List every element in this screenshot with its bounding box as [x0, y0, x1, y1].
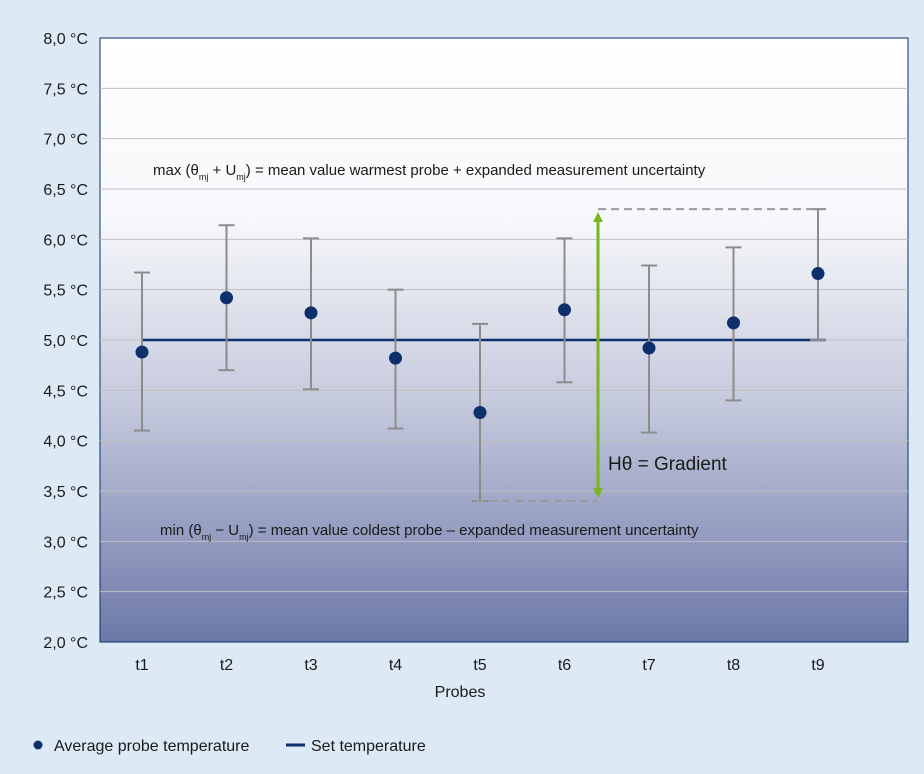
- x-tick-label: t1: [135, 657, 148, 674]
- y-tick-label: 5,0 °C: [43, 333, 88, 350]
- y-tick-labels: 2,0 °C 2,5 °C 3,0 °C 3,5 °C 4,0 °C 4,5 °C 5,0 …: [43, 31, 88, 652]
- y-tick-label: 7,0 °C: [43, 132, 88, 149]
- legend-marker-average: [33, 740, 43, 750]
- min-annotation: min (θmj − Umj) = mean value coldest pro…: [160, 522, 699, 542]
- data-points: [135, 267, 825, 419]
- y-tick-label: 7,5 °C: [43, 81, 88, 98]
- y-tick-label: 2,0 °C: [43, 635, 88, 652]
- y-tick-label: 6,0 °C: [43, 232, 88, 249]
- data-point: [811, 267, 825, 281]
- data-point: [304, 306, 318, 320]
- legend-label-average: Average probe temperature: [54, 738, 249, 755]
- gradient-label: Hθ = Gradient: [608, 454, 728, 475]
- x-tick-label: t2: [220, 657, 233, 674]
- x-tick-label: t9: [811, 657, 824, 674]
- y-tick-label: 5,5 °C: [43, 283, 88, 300]
- annotations: max (θmj + Umj) = mean value warmest pro…: [153, 162, 822, 542]
- x-tick-labels: t1 t2 t3 t4 t5 t6 t7 t8 t9: [135, 657, 824, 674]
- y-tick-label: 2,5 °C: [43, 585, 88, 602]
- x-tick-label: t8: [727, 657, 740, 674]
- y-tick-label: 6,5 °C: [43, 182, 88, 199]
- x-tick-label: t7: [642, 657, 655, 674]
- data-point: [727, 316, 740, 330]
- data-point: [135, 345, 149, 359]
- y-tick-label: 3,0 °C: [43, 534, 88, 551]
- y-tick-label: 8,0 °C: [43, 31, 88, 48]
- data-point: [220, 291, 233, 305]
- x-tick-label: t6: [558, 657, 571, 674]
- data-point: [642, 341, 656, 355]
- y-tick-label: 3,5 °C: [43, 484, 88, 501]
- data-point: [558, 303, 571, 317]
- x-tick-label: t5: [473, 657, 486, 674]
- legend-label-set: Set temperature: [311, 738, 426, 755]
- y-tick-label: 4,0 °C: [43, 434, 88, 451]
- legend: Average probe temperature Set temperature: [33, 738, 426, 755]
- data-point: [473, 405, 487, 419]
- data-point: [389, 351, 402, 365]
- max-annotation: max (θmj + Umj) = mean value warmest pro…: [153, 162, 706, 182]
- x-tick-label: t3: [304, 657, 317, 674]
- x-tick-label: t4: [389, 657, 402, 674]
- x-axis-label: Probes: [435, 684, 486, 701]
- y-tick-label: 4,5 °C: [43, 383, 88, 400]
